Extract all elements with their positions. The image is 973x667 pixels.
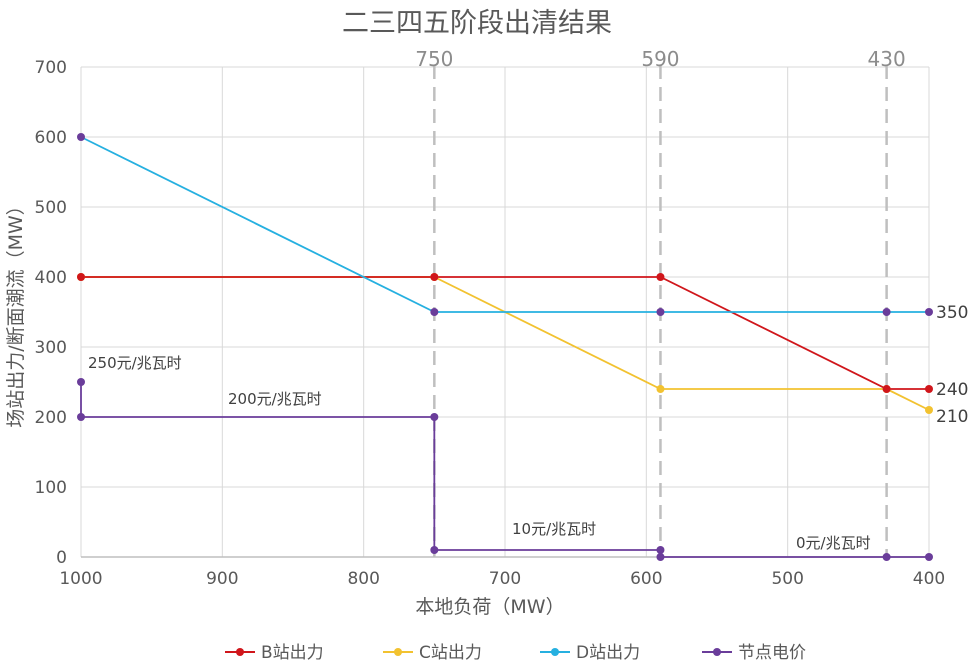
y-tick-label: 700 [35, 58, 67, 78]
x-tick-label: 700 [489, 569, 521, 589]
legend-item-label: 节点电价 [738, 643, 806, 663]
y-axis-label: 场站出力/断面潮流（MW） [5, 196, 27, 428]
data-point-3 [656, 308, 665, 316]
legend-item-label: C站出力 [419, 643, 482, 663]
data-point-1 [882, 385, 891, 393]
data-point-4 [882, 553, 891, 561]
x-tick-label: 600 [630, 569, 662, 589]
x-tick-label: 900 [206, 569, 238, 589]
y-tick-label: 100 [35, 478, 67, 498]
legend-swatch-marker [394, 648, 402, 656]
x-tick-label: 400 [913, 569, 945, 589]
data-point-2 [925, 406, 933, 414]
legend-swatch-marker [236, 648, 244, 656]
data-point-4 [430, 413, 439, 421]
price-annotation: 10元/兆瓦时 [512, 520, 596, 538]
data-point-4 [925, 553, 933, 561]
x-tick-label: 1000 [59, 569, 102, 589]
data-point-4 [656, 546, 665, 554]
data-point-4 [77, 378, 85, 386]
vertical-line-label: 430 [868, 47, 906, 71]
data-point-1 [925, 385, 933, 393]
series-line-4 [80, 382, 929, 558]
legend-swatch-marker [551, 648, 559, 656]
y-tick-label: 0 [56, 548, 67, 568]
legend-item-label: B站出力 [261, 643, 324, 663]
data-point-1 [430, 273, 439, 281]
price-annotation: 250元/兆瓦时 [88, 354, 182, 372]
y-tick-label: 400 [35, 268, 67, 288]
data-point-3 [430, 308, 439, 316]
y-tick-label: 500 [35, 198, 67, 218]
data-point-3 [882, 308, 891, 316]
end-value-label: 210 [936, 407, 968, 427]
x-axis-label: 本地负荷（MW） [415, 596, 564, 618]
legend-item-label: D站出力 [576, 643, 640, 663]
x-tick-label: 800 [347, 569, 379, 589]
data-point-3 [925, 308, 933, 316]
data-point-3 [77, 133, 85, 141]
end-value-label: 350 [936, 303, 968, 323]
y-tick-label: 300 [35, 338, 67, 358]
data-point-1 [656, 273, 665, 281]
chart-title: 二三四五阶段出清结果 [342, 8, 612, 39]
legend-swatch-marker [713, 648, 721, 656]
end-value-label: 240 [936, 380, 968, 400]
vertical-line-label: 590 [641, 47, 679, 71]
price-annotation: 0元/兆瓦时 [796, 534, 871, 552]
y-tick-label: 200 [35, 408, 67, 428]
y-tick-label: 600 [35, 128, 67, 148]
legend: B站出力 C站出力 D站出力 节点电价 [225, 643, 806, 663]
vertical-line-label: 750 [415, 47, 453, 71]
data-point-4 [656, 553, 665, 561]
data-point-4 [77, 413, 85, 421]
price-annotation: 200元/兆瓦时 [228, 390, 322, 408]
x-tick-label: 500 [771, 569, 803, 589]
data-point-1 [77, 273, 85, 281]
data-point-2 [656, 385, 665, 393]
data-point-4 [430, 546, 439, 554]
